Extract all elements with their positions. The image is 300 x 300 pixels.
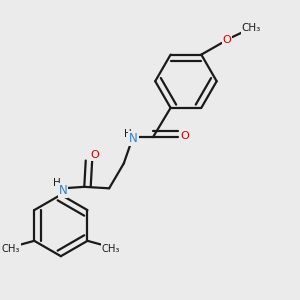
Text: O: O	[223, 35, 231, 45]
Text: CH₃: CH₃	[102, 244, 120, 254]
Text: H: H	[124, 129, 131, 139]
Text: CH₃: CH₃	[2, 244, 20, 254]
Text: H: H	[53, 178, 61, 188]
Text: N: N	[129, 132, 138, 145]
Text: O: O	[181, 130, 190, 141]
Text: O: O	[90, 150, 99, 160]
Text: CH₃: CH₃	[242, 23, 261, 33]
Text: N: N	[58, 184, 67, 196]
